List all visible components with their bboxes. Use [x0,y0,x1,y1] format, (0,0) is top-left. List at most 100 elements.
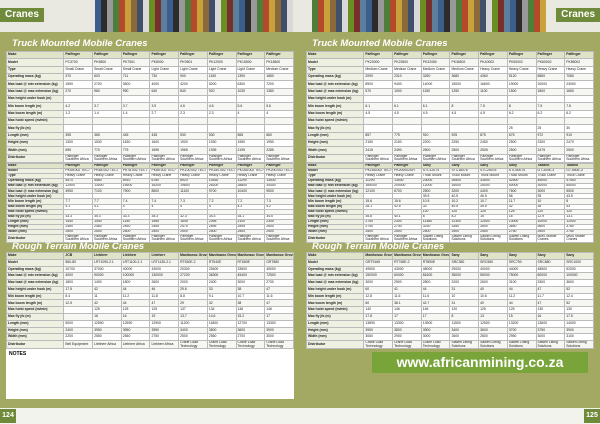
table-cell: 775 [392,131,422,140]
table-row: Max boom length (m) 4.5 4.5 4.5 4.5 4.5 6.2 6.2… [305,109,594,118]
table-cell: 2700 [92,80,122,89]
table-cell: 1.2 [63,109,94,118]
table-cell: 146 [392,306,422,315]
table-cell: Medium Crane [264,65,294,75]
table-cell: PK40002 [478,58,508,67]
book-spine [197,0,203,32]
table-cell [564,94,594,104]
table-cell: 13200 [506,319,537,328]
table-cell: 920 [206,87,237,96]
book-spine [137,0,143,32]
table-cell: 31 [449,299,480,308]
table-cell: 840 [178,87,208,96]
footer [0,408,600,424]
table-cell: 2000 [178,279,208,287]
book-spine [155,0,161,32]
table-row: Max hoist speed (m/min) 125 125 125 137 134 14… [5,306,294,315]
table-cell: 5120 [506,72,537,82]
table-cell: PK85002 [564,58,594,67]
row-label: Max load @ max extension (kg) [305,188,365,195]
table-row: Max height under hook (m) 17.5 42 44 46 29.6 3… [5,285,294,294]
table-cell: 10.7 [235,292,266,301]
table-cell: 6.1 [363,102,394,111]
table-cell [63,313,94,321]
table-cell: 2600 [449,333,480,342]
row-label: Width (mm) [5,333,65,342]
row-label: Max height under hook (m) [5,94,65,104]
table-cell: 146 [264,306,294,315]
table-row: Min boom length (m) 12.8 11.6 11.6 10 10.6 11.… [305,292,594,301]
table-cell: 40000 [478,265,508,274]
table-cell: 4000 [63,272,94,281]
table-cell: PK165.002 TEC7 [235,168,266,175]
table-cell: 3000 [363,279,394,287]
row-label: Max hoist speed (m/min) [305,116,365,126]
table-cell: 23000 [564,80,594,89]
table-cell: JCB [63,252,94,260]
section-title: Rough Terrain Mobile Cranes [312,241,445,252]
table-cell: Palfinger [235,50,266,60]
table-cell [363,94,394,104]
table-cell: 2560 [206,333,237,342]
table-cell: 80000 [535,272,566,281]
row-label: Max fly jib (m) [5,124,65,133]
table-row: Height (mm) 2460 2460 2450 2455 2475 2595 2595 2… [5,223,294,230]
table-cell: Small Crane [92,65,122,75]
table-cell: 12590 [120,319,151,328]
table-cell: PK9501 [178,58,208,67]
page-number: 124 [0,409,16,423]
table-cell: 990 [120,87,151,96]
book-spine [167,0,173,32]
row-label: Make [305,252,365,260]
table-cell: 4.6 [178,102,208,111]
table-row: Max load @ max extension (kg) 1800 1400 180… [5,279,294,287]
table-cell: 2415 [363,146,394,155]
table-cell: 3100 [564,333,594,342]
table-cell: 2500 [449,146,480,155]
table-cell: Palfinger [535,50,566,60]
table-cell: 640 [149,87,180,96]
book-spine [462,0,468,32]
table-cell: 1.4 [92,109,122,118]
table-cell: 2700 [264,279,294,287]
table-cell: Crane Load Technology [420,340,451,350]
table-cell [178,94,208,104]
table-row: Max boom length (m) 12.5 42 44 47 29 32 38 47 [5,299,294,308]
book-spine [215,0,221,32]
table-cell: 3900 [420,326,451,335]
table-cell: 2600 [149,279,180,287]
table-cell: 11.2 [120,292,151,301]
table-cell: 125 [506,306,537,315]
table-cell: Palfinger Southern Africa [449,153,480,163]
table-cell: Crane Load Technology [235,340,266,350]
table-cell: 6.1 [392,102,422,111]
table-cell: Palfinger [392,50,422,60]
table-cell: 27200 [178,272,208,281]
table-cell: 8 [506,102,537,111]
table-cell: 2285 [264,146,294,155]
table-cell: 2310 [392,72,422,82]
table-cell: 7.5 [478,102,508,111]
table-cell: 4360 [478,72,508,82]
table-cell [149,124,180,133]
table-cell: 10 [449,292,480,301]
table-cell: 6.2 [506,109,537,118]
table-row: Make Manitowoc Grove Manitowoc Grove Manito… [305,252,594,260]
table-cell: 1850 [264,72,294,82]
book-spine [384,0,390,32]
table-cell: Crane Load Technology [178,340,208,350]
book-spine [402,0,408,32]
table-cell [120,116,151,126]
table-cell: GRT9165 [363,258,394,267]
table-cell: 10.6 [478,292,508,301]
table-cell [264,94,294,104]
table-cell: Manitowoc Grove [206,252,237,260]
table-cell: 3000 [420,333,451,342]
row-label: Distributor [5,233,65,244]
table-cell: 150000 [363,272,394,281]
table-cell: 47 [149,299,180,308]
table-cell [506,94,537,104]
table-cell: 8.8 [178,292,208,301]
table-row: Model PC3700 PK6500 PK7501 PK8000 PK9501 PK120… [5,58,294,67]
table-row: Max fly jib (m) 25 25 30 [305,124,594,133]
